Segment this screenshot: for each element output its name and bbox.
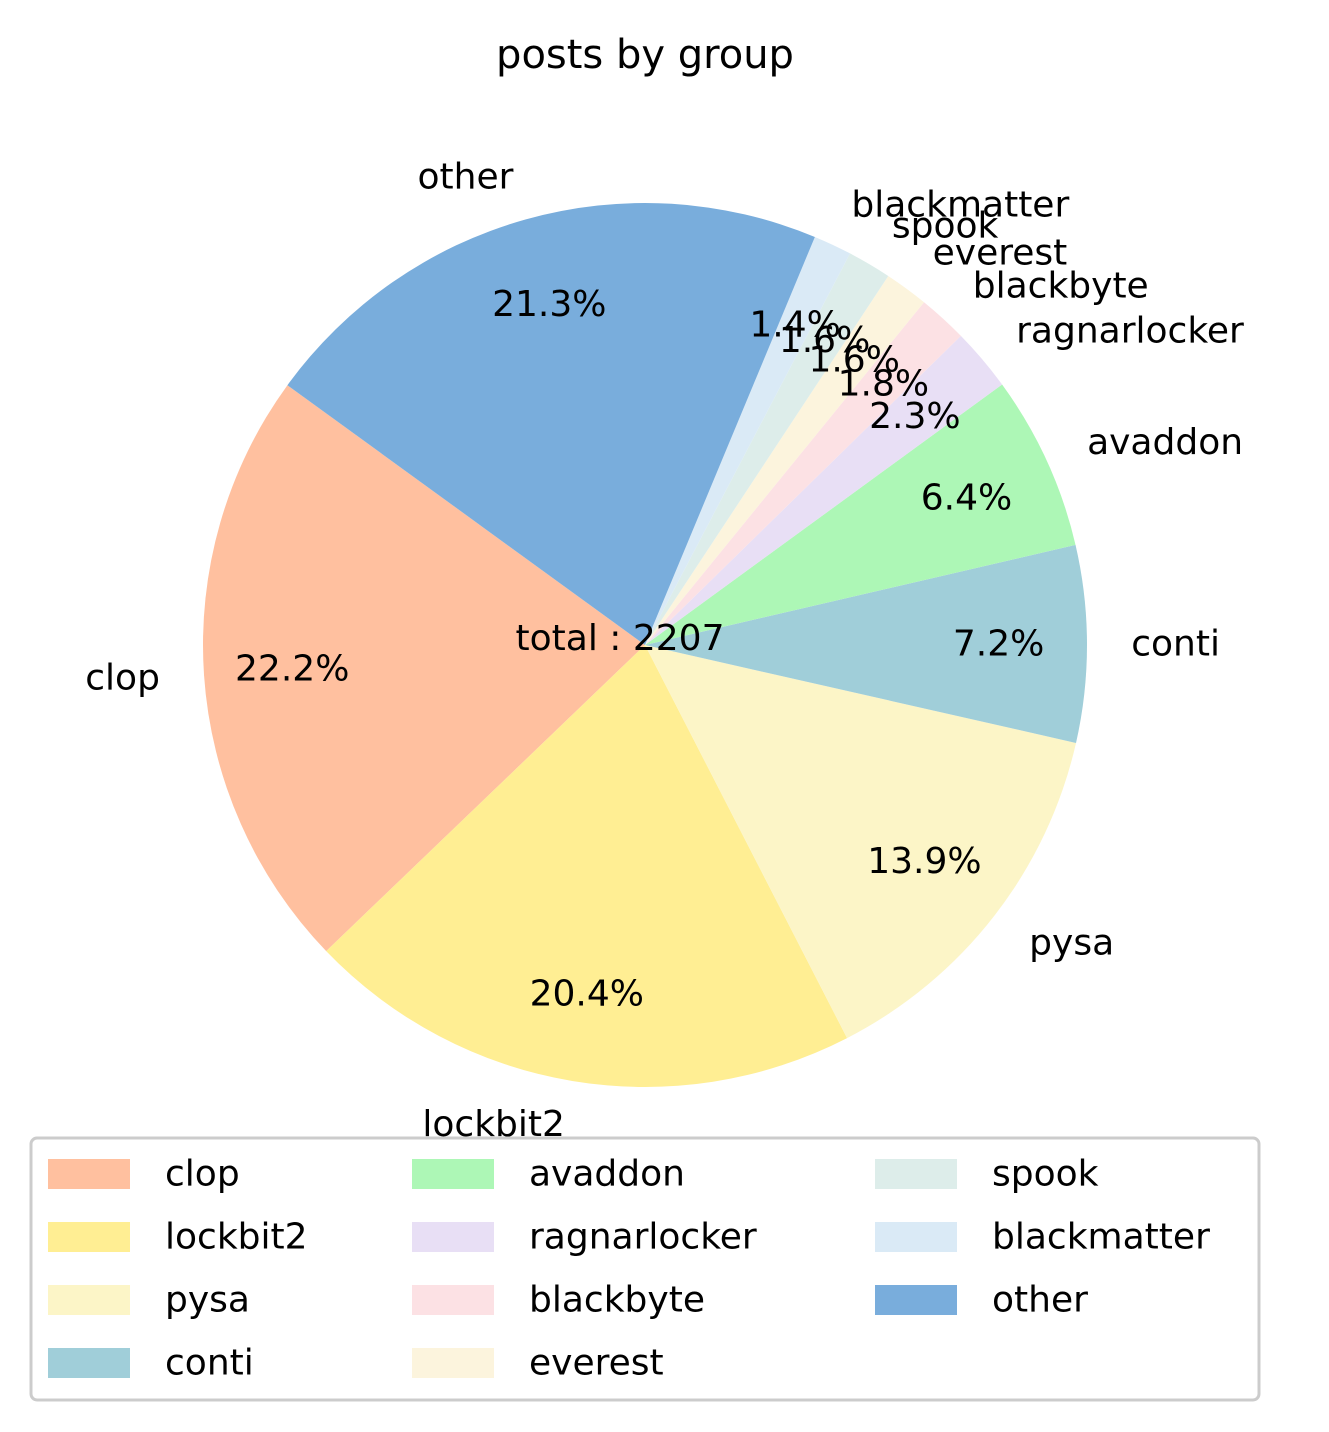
percent-labels: 22.2% 20.4% 13.9% 7.2% 6.4% 2.3%1.8%1.6%1.6%1… <box>235 284 1044 1014</box>
pie-slice-other <box>287 202 815 645</box>
legend-label-other: other <box>992 1280 1088 1321</box>
legend-swatch-conti <box>48 1348 130 1378</box>
legend-swatch-blackmatter <box>875 1222 957 1252</box>
slice-label-blackmatter: blackmatter <box>851 184 1069 225</box>
legend-swatch-everest <box>412 1348 494 1378</box>
pie-slice-avaddon <box>645 384 1076 645</box>
legend-swatch-clop <box>48 1159 130 1189</box>
legend-frame <box>29 1136 1261 1402</box>
percent-label-avaddon: 6.4% <box>921 477 1012 518</box>
percent-label-blackbyte: 1.8% <box>838 363 929 404</box>
legend-label-pysa: pysa <box>165 1280 250 1321</box>
percent-label-other: 21.3% <box>492 284 606 325</box>
center-total-label: total : 2207 <box>516 618 725 659</box>
pie-slice-blackmatter <box>645 236 851 645</box>
percent-label-everest: 1.6% <box>808 339 899 380</box>
slice-label-spook: spook <box>892 206 999 247</box>
percent-label-conti: 7.2% <box>953 624 1044 665</box>
pie-slice-clop <box>202 385 645 952</box>
percent-label-clop: 22.2% <box>235 649 349 690</box>
slice-label-avaddon: avaddon <box>1087 422 1243 463</box>
slice-label-conti: conti <box>1131 623 1220 664</box>
slice-label-clop: clop <box>85 658 160 699</box>
slice-label-everest: everest <box>933 233 1068 274</box>
pie-slice-spook <box>645 253 889 645</box>
legend-label-spook: spook <box>992 1154 1099 1195</box>
pie-slice-blackbyte <box>645 302 961 645</box>
legend-label-everest: everest <box>529 1343 664 1384</box>
legend-swatch-avaddon <box>412 1159 494 1189</box>
legend-swatch-pysa <box>48 1285 130 1315</box>
legend: clop lockbit2 pysa conti avaddon ragnarlocker… <box>29 1136 1261 1402</box>
slice-label-ragnarlocker: ragnarlocker <box>1016 310 1244 351</box>
pie-slice-pysa <box>645 645 1077 1039</box>
legend-swatch-other <box>875 1285 957 1315</box>
legend-label-avaddon: avaddon <box>529 1154 685 1195</box>
pie-slice-ragnarlocker <box>645 335 1003 645</box>
legend-label-clop: clop <box>165 1154 240 1195</box>
legend-label-conti: conti <box>165 1343 254 1384</box>
percent-label-spook: 1.6% <box>779 320 870 361</box>
slice-label-pysa: pysa <box>1029 922 1114 963</box>
percent-label-pysa: 13.9% <box>867 841 981 882</box>
legend-swatch-ragnarlocker <box>412 1222 494 1252</box>
percent-label-blackmatter: 1.4% <box>749 304 840 345</box>
slice-label-blackbyte: blackbyte <box>973 265 1149 306</box>
legend-label-blackmatter: blackmatter <box>992 1217 1210 1258</box>
chart-title: posts by group <box>496 32 794 78</box>
pie-slice-everest <box>645 275 925 645</box>
legend-swatch-spook <box>875 1159 957 1189</box>
pie-slice-conti <box>645 544 1087 743</box>
slice-label-other: other <box>418 156 514 197</box>
legend-swatch-lockbit2 <box>48 1222 130 1252</box>
legend-label-lockbit2: lockbit2 <box>165 1217 308 1258</box>
pie-slices <box>202 202 1087 1087</box>
percent-label-ragnarlocker: 2.3% <box>869 396 960 437</box>
pie-slice-lockbit2 <box>326 645 848 1087</box>
legend-label-ragnarlocker: ragnarlocker <box>529 1217 757 1258</box>
percent-label-lockbit2: 20.4% <box>530 973 644 1014</box>
legend-swatch-blackbyte <box>412 1285 494 1315</box>
legend-label-blackbyte: blackbyte <box>529 1280 705 1321</box>
